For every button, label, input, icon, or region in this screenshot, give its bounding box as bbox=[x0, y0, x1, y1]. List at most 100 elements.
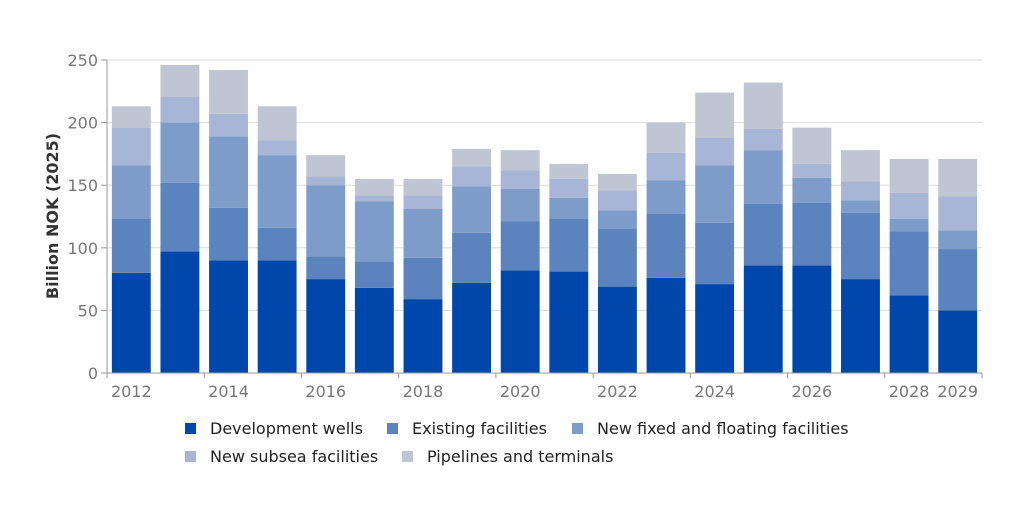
bar-segment bbox=[452, 166, 492, 187]
bar-segment bbox=[792, 202, 832, 266]
y-tick-label: 150 bbox=[67, 176, 98, 195]
bar-segment bbox=[209, 136, 248, 208]
bar-segment bbox=[646, 122, 686, 153]
bar-segment bbox=[597, 173, 637, 191]
bar-segment bbox=[695, 165, 735, 223]
bar-segment bbox=[646, 277, 686, 373]
x-tick-label: 2012 bbox=[111, 382, 152, 401]
x-tick-label: 2022 bbox=[597, 382, 638, 401]
bar-segment bbox=[841, 150, 880, 182]
legend-label: Existing facilities bbox=[412, 419, 547, 438]
bar-segment bbox=[354, 261, 394, 288]
bar-segment bbox=[403, 257, 443, 300]
bar-segment bbox=[743, 150, 783, 204]
bar-segment bbox=[938, 249, 978, 311]
legend-label: New fixed and floating facilities bbox=[597, 419, 849, 438]
bar-segment bbox=[306, 256, 346, 280]
bar-segment bbox=[841, 279, 880, 373]
bar-segment bbox=[695, 284, 735, 373]
bar-segment bbox=[209, 70, 248, 114]
bar-segment bbox=[354, 178, 394, 196]
bar-segment bbox=[597, 190, 637, 211]
bar-segment bbox=[111, 106, 151, 128]
bar-segment bbox=[354, 195, 394, 202]
bar-segment bbox=[938, 310, 978, 373]
axes: 0 50 100 150 200 250 2012 2014 2016 2018 2020 2022 2… bbox=[67, 51, 983, 401]
bar-segment bbox=[257, 155, 297, 228]
legend-swatch bbox=[387, 423, 398, 434]
bar-segment bbox=[500, 188, 540, 222]
bar-segment bbox=[257, 227, 297, 261]
bar-segment bbox=[889, 219, 929, 232]
bar-segment bbox=[500, 221, 540, 271]
bars bbox=[111, 65, 978, 373]
y-tick-label: 200 bbox=[67, 114, 98, 133]
x-tick-label: 2014 bbox=[208, 382, 249, 401]
bar-segment bbox=[938, 196, 978, 231]
y-tick-label: 250 bbox=[67, 51, 98, 70]
bar-segment bbox=[549, 271, 589, 373]
bar-segment bbox=[111, 272, 151, 373]
bar-segment bbox=[695, 222, 735, 285]
y-tick-label: 0 bbox=[88, 364, 98, 383]
bar-segment bbox=[841, 212, 880, 280]
bar-segment bbox=[792, 265, 832, 373]
bar-segment bbox=[597, 210, 637, 230]
bar-segment bbox=[160, 122, 200, 183]
x-tick-label: 2016 bbox=[305, 382, 346, 401]
bar-segment bbox=[257, 140, 297, 156]
x-tick-label: 2020 bbox=[500, 382, 541, 401]
bar-segment bbox=[889, 158, 929, 193]
bar-segment bbox=[841, 181, 880, 201]
bar-segment bbox=[646, 180, 686, 214]
bar-segment bbox=[889, 192, 929, 220]
bar-segment bbox=[500, 170, 540, 189]
bar-segment bbox=[209, 113, 248, 137]
legend-swatch bbox=[572, 423, 583, 434]
bar-segment bbox=[452, 148, 492, 167]
x-tick-label: 2026 bbox=[792, 382, 833, 401]
gridlines bbox=[107, 59, 982, 311]
legend-swatch bbox=[185, 423, 196, 434]
legend-label: Pipelines and terminals bbox=[427, 447, 613, 466]
bar-segment bbox=[695, 137, 735, 166]
bar-segment bbox=[549, 219, 589, 272]
bar-segment bbox=[160, 65, 200, 97]
bar-segment bbox=[354, 201, 394, 262]
bar-segment bbox=[306, 185, 346, 257]
bar-segment bbox=[306, 176, 346, 186]
bar-segment bbox=[111, 127, 151, 166]
bar-segment bbox=[257, 106, 297, 141]
bar-segment bbox=[500, 150, 540, 171]
bar-segment bbox=[597, 229, 637, 287]
bar-segment bbox=[646, 213, 686, 278]
bar-segment bbox=[111, 219, 151, 273]
bar-segment bbox=[403, 195, 443, 209]
bar-segment bbox=[209, 207, 248, 261]
bar-segment bbox=[306, 279, 346, 373]
legend-label: New subsea facilities bbox=[210, 447, 378, 466]
x-tick-label: 2024 bbox=[694, 382, 735, 401]
bar-segment bbox=[938, 158, 978, 197]
bar-segment bbox=[597, 286, 637, 373]
bar-segment bbox=[209, 260, 248, 373]
y-axis-title: Billion NOK (2025) bbox=[43, 133, 62, 299]
bar-segment bbox=[549, 178, 589, 198]
bar-segment bbox=[257, 260, 297, 373]
bar-segment bbox=[452, 186, 492, 233]
bar-segment bbox=[646, 152, 686, 181]
bar-segment bbox=[403, 178, 443, 196]
bar-segment bbox=[938, 230, 978, 250]
legend-swatch bbox=[185, 451, 196, 462]
legend: Development wells Existing facilities New … bbox=[185, 419, 849, 466]
bar-segment bbox=[354, 287, 394, 373]
y-tick-label: 100 bbox=[67, 239, 98, 258]
bar-segment bbox=[452, 232, 492, 283]
bar-segment bbox=[306, 155, 346, 177]
bar-segment bbox=[743, 203, 783, 266]
bar-segment bbox=[452, 282, 492, 373]
bar-segment bbox=[160, 182, 200, 252]
bar-segment bbox=[403, 208, 443, 258]
